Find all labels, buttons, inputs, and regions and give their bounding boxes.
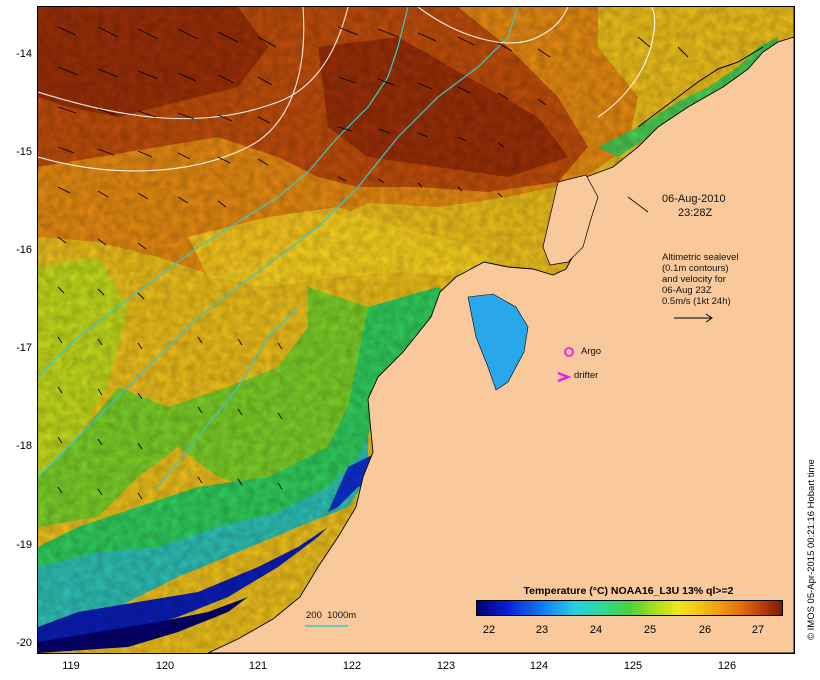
y-tick-label: -20 [16, 637, 32, 649]
land-mass [207, 7, 794, 653]
x-tick-label: 124 [529, 660, 549, 672]
drifter-label: drifter [574, 370, 599, 381]
y-tick-label: -17 [16, 342, 32, 354]
colorbar-title: Temperature (°C) NOAA16_L3U 13% ql>=2 [523, 585, 734, 597]
x-tick-label: 121 [248, 660, 268, 672]
velocity-vectors [57, 26, 689, 500]
y-tick-label: -16 [16, 244, 32, 256]
x-tick-label: 120 [155, 660, 175, 672]
info-line: 06-Aug 23Z [662, 285, 712, 296]
y-tick-label: -14 [16, 48, 32, 60]
sst-map-canvas [38, 7, 794, 653]
drifter-icon[interactable] [557, 371, 572, 383]
colorbar-tick: 26 [698, 624, 712, 636]
colorbar-tick: 25 [643, 624, 657, 636]
colorbar-tick: 27 [751, 624, 765, 636]
date-leader-line [627, 196, 649, 213]
y-tick-label: -15 [16, 146, 32, 158]
sealevel-contours [38, 7, 656, 172]
argo-float-icon[interactable] [564, 347, 574, 357]
velocity-vector-icon [674, 313, 713, 323]
date-label: 06-Aug-2010 [662, 193, 726, 205]
info-line: and velocity for [662, 274, 726, 285]
x-tick-label: 119 [62, 660, 80, 672]
colorbar [476, 600, 783, 616]
x-tick-label: 126 [717, 660, 737, 672]
colorbar-tick: 23 [535, 624, 549, 636]
y-tick-label: -18 [16, 440, 32, 452]
y-tick-label: -19 [16, 539, 32, 551]
sst-map[interactable] [37, 6, 795, 654]
copyright-text: © IMOS 05-Apr-2015 00:21:16 Hobart time [806, 459, 817, 640]
info-line: (0.1m contours) [662, 263, 729, 274]
x-tick-label: 122 [342, 660, 362, 672]
info-line: 0.5m/s (1kt 24h) [662, 296, 731, 307]
depth-scale-label: 200 1000m [306, 610, 357, 621]
colorbar-tick: 24 [589, 624, 603, 636]
time-label: 23:28Z [678, 207, 713, 219]
isobath-lines [38, 7, 519, 488]
info-line: Altimetric sealevel [662, 252, 739, 263]
argo-label: Argo [581, 346, 602, 357]
x-tick-label: 125 [623, 660, 643, 672]
colorbar-tick: 22 [482, 624, 496, 636]
x-tick-label: 123 [436, 660, 456, 672]
